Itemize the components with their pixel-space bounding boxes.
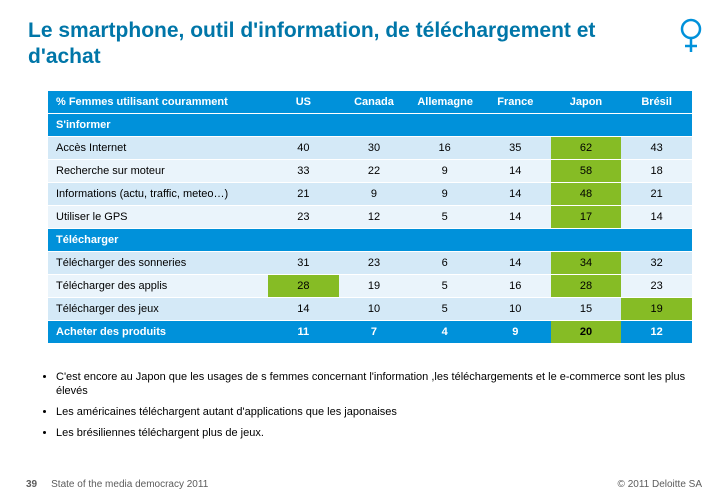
cell-value: 10: [480, 297, 551, 320]
cell-value: 16: [480, 274, 551, 297]
cell-value: 31: [268, 251, 339, 274]
cell-value: 10: [339, 297, 410, 320]
col-header-france: France: [480, 91, 551, 114]
cell-value: 14: [621, 205, 692, 228]
cell-value: 14: [268, 297, 339, 320]
cell-value: 48: [551, 182, 622, 205]
cell-value: 23: [339, 251, 410, 274]
female-symbol-icon: [678, 18, 704, 59]
data-table-container: % Femmes utilisant courammentUSCanadaAll…: [0, 81, 728, 344]
row-label: Recherche sur moteur: [48, 159, 268, 182]
table-row: Télécharger des jeux14105101519: [48, 297, 692, 320]
cell-value: 9: [409, 182, 480, 205]
cell-value: 23: [621, 274, 692, 297]
cell-value: 19: [621, 297, 692, 320]
cell-value: 21: [621, 182, 692, 205]
cell-value: 5: [409, 274, 480, 297]
cell-value: 34: [551, 251, 622, 274]
cell-value: 6: [409, 251, 480, 274]
cell-value: 4: [409, 320, 480, 343]
section-header: S'informer: [48, 113, 692, 136]
section-header: Télécharger: [48, 228, 692, 251]
bullet-item: Les américaines téléchargent autant d'ap…: [56, 405, 688, 420]
cell-value: 23: [268, 205, 339, 228]
cell-value: 15: [551, 297, 622, 320]
row-label: Utiliser le GPS: [48, 205, 268, 228]
cell-value: 22: [339, 159, 410, 182]
cell-value: 43: [621, 136, 692, 159]
cell-value: 12: [621, 320, 692, 343]
cell-value: 18: [621, 159, 692, 182]
row-label: Acheter des produits: [48, 320, 268, 343]
cell-value: 28: [551, 274, 622, 297]
cell-value: 14: [480, 182, 551, 205]
col-header-canada: Canada: [339, 91, 410, 114]
footer-row: Acheter des produits117492012: [48, 320, 692, 343]
col-header-brésil: Brésil: [621, 91, 692, 114]
cell-value: 9: [480, 320, 551, 343]
cell-value: 28: [268, 274, 339, 297]
cell-value: 14: [480, 205, 551, 228]
table-row: Télécharger des sonneries31236143432: [48, 251, 692, 274]
cell-value: 21: [268, 182, 339, 205]
table-row: Accès Internet403016356243: [48, 136, 692, 159]
insight-bullets: C'est encore au Japon que les usages de …: [0, 344, 728, 441]
cell-value: 14: [480, 251, 551, 274]
footer-copyright: © 2011 Deloitte SA: [618, 479, 702, 490]
col-header-label: % Femmes utilisant couramment: [48, 91, 268, 114]
footer-source: State of the media democracy 2011: [51, 479, 208, 490]
section-label: Télécharger: [48, 228, 268, 251]
cell-value: 17: [551, 205, 622, 228]
cell-value: 16: [409, 136, 480, 159]
cell-value: 9: [409, 159, 480, 182]
bullet-item: Les brésiliennes téléchargent plus de je…: [56, 426, 688, 441]
table-row: Télécharger des applis28195162823: [48, 274, 692, 297]
table-row: Utiliser le GPS23125141714: [48, 205, 692, 228]
cell-value: 20: [551, 320, 622, 343]
page-title: Le smartphone, outil d'information, de t…: [0, 0, 728, 81]
row-label: Accès Internet: [48, 136, 268, 159]
usage-table: % Femmes utilisant courammentUSCanadaAll…: [48, 91, 692, 344]
cell-value: 40: [268, 136, 339, 159]
page-number: 39: [26, 479, 37, 490]
col-header-japon: Japon: [551, 91, 622, 114]
row-label: Télécharger des applis: [48, 274, 268, 297]
table-row: Informations (actu, traffic, meteo…)2199…: [48, 182, 692, 205]
cell-value: 9: [339, 182, 410, 205]
slide-footer: 39 State of the media democracy 2011 © 2…: [0, 479, 728, 490]
cell-value: 5: [409, 205, 480, 228]
cell-value: 32: [621, 251, 692, 274]
cell-value: 14: [480, 159, 551, 182]
row-label: Télécharger des sonneries: [48, 251, 268, 274]
row-label: Télécharger des jeux: [48, 297, 268, 320]
section-label: S'informer: [48, 113, 268, 136]
table-row: Recherche sur moteur33229145818: [48, 159, 692, 182]
col-header-allemagne: Allemagne: [409, 91, 480, 114]
cell-value: 33: [268, 159, 339, 182]
cell-value: 30: [339, 136, 410, 159]
bullet-item: C'est encore au Japon que les usages de …: [56, 370, 688, 400]
cell-value: 62: [551, 136, 622, 159]
cell-value: 5: [409, 297, 480, 320]
cell-value: 11: [268, 320, 339, 343]
cell-value: 19: [339, 274, 410, 297]
cell-value: 58: [551, 159, 622, 182]
cell-value: 7: [339, 320, 410, 343]
row-label: Informations (actu, traffic, meteo…): [48, 182, 268, 205]
cell-value: 12: [339, 205, 410, 228]
col-header-us: US: [268, 91, 339, 114]
cell-value: 35: [480, 136, 551, 159]
